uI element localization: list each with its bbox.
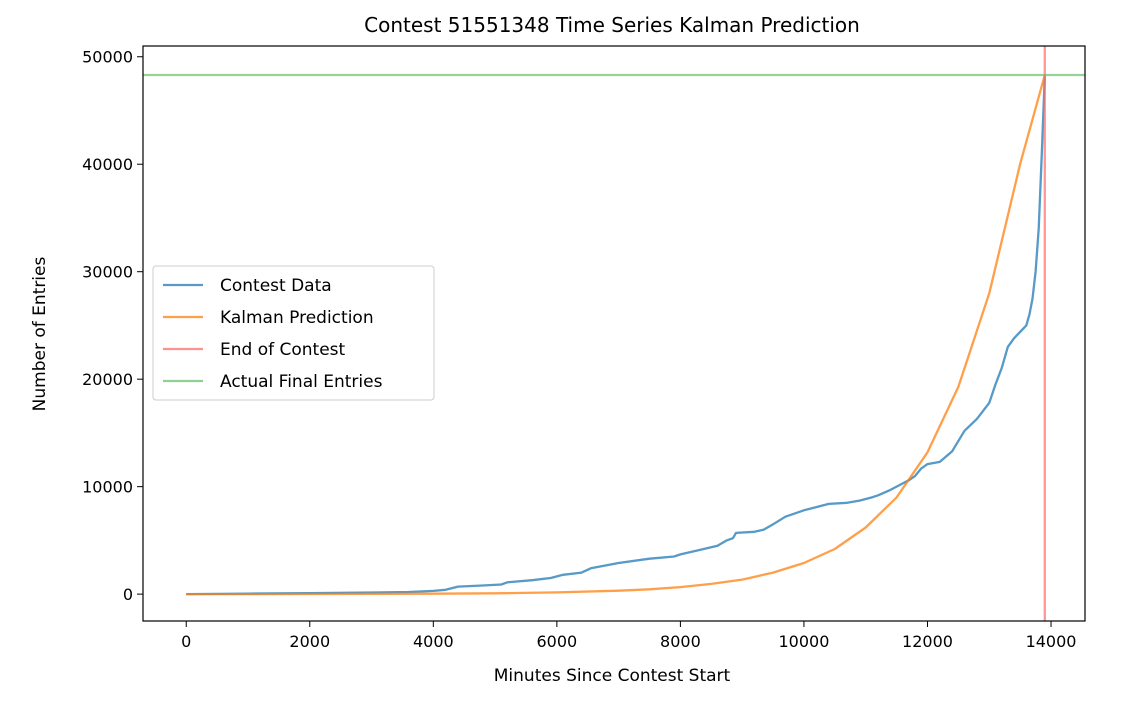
x-tick-label: 10000 xyxy=(778,632,829,651)
y-tick-label: 20000 xyxy=(82,370,133,389)
legend-box xyxy=(152,265,435,401)
plot-frame xyxy=(142,45,1086,622)
chart-title: Contest 51551348 Time Series Kalman Pred… xyxy=(364,13,860,37)
x-axis: 0 2000 4000 6000 8000 10000 12000 14000 xyxy=(181,621,1076,651)
x-tick-label: 12000 xyxy=(902,632,953,651)
y-tick-label: 40000 xyxy=(82,155,133,174)
x-tick-label: 4000 xyxy=(413,632,454,651)
x-tick-label: 14000 xyxy=(1026,632,1077,651)
x-tick-label: 2000 xyxy=(289,632,330,651)
y-tick-label: 0 xyxy=(123,585,133,604)
y-tick-label: 30000 xyxy=(82,263,133,282)
series-layer xyxy=(143,46,1085,621)
x-tick-label: 6000 xyxy=(537,632,578,651)
x-axis-label: Minutes Since Contest Start xyxy=(494,666,731,686)
legend-label-end-of-contest: End of Contest xyxy=(220,340,346,360)
legend-label-kalman-prediction: Kalman Prediction xyxy=(220,308,374,328)
x-tick-label: 8000 xyxy=(660,632,701,651)
legend-label-actual-final-entries: Actual Final Entries xyxy=(220,372,383,392)
y-axis-label: Number of Entries xyxy=(30,257,50,412)
y-tick-label: 10000 xyxy=(82,478,133,497)
series-line-kalman-prediction xyxy=(186,74,1046,596)
legend-label-contest-data: Contest Data xyxy=(220,276,332,296)
series-line-contest-data xyxy=(186,74,1046,596)
y-axis: 0 10000 20000 30000 40000 50000 xyxy=(82,48,143,604)
y-tick-label: 50000 xyxy=(82,48,133,67)
legend: Contest Data Kalman Prediction End of Cont… xyxy=(152,265,435,401)
x-tick-label: 0 xyxy=(181,632,191,651)
